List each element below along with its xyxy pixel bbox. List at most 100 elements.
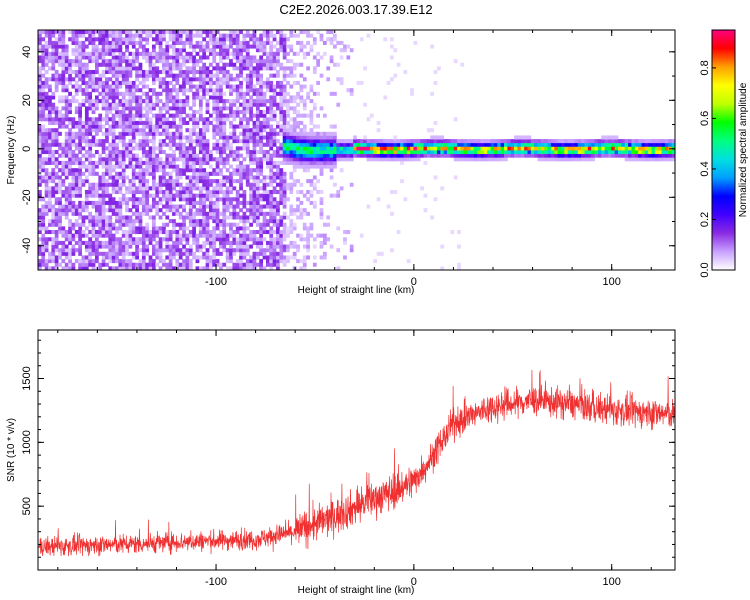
heatmap-cell xyxy=(188,211,193,216)
heatmap-cell xyxy=(51,150,56,155)
heatmap-cell xyxy=(396,157,401,162)
heatmap-cell xyxy=(601,146,605,151)
heatmap-cell xyxy=(262,255,267,260)
heatmap-cell xyxy=(373,157,378,162)
heatmap-cell xyxy=(607,139,612,144)
heatmap-cell xyxy=(229,259,233,264)
heatmap-cell xyxy=(175,40,180,45)
heatmap-cell xyxy=(64,230,69,235)
heatmap-cell xyxy=(64,200,69,205)
heatmap-cell xyxy=(265,175,270,180)
heatmap-cell xyxy=(202,215,207,220)
heatmap-cell xyxy=(202,226,207,231)
heatmap-cell xyxy=(135,240,139,245)
heatmap-cell xyxy=(242,135,247,140)
heatmap-cell xyxy=(473,139,478,144)
heatmap-cell xyxy=(245,219,250,224)
heatmap-cell xyxy=(483,153,488,158)
heatmap-cell xyxy=(252,230,257,235)
heatmap-cell xyxy=(336,248,341,253)
heatmap-cell xyxy=(356,150,361,155)
heatmap-cell xyxy=(192,197,196,202)
heatmap-cell xyxy=(259,128,264,133)
heatmap-cell xyxy=(145,51,150,56)
heatmap-cell xyxy=(219,153,223,158)
heatmap-cell xyxy=(229,244,233,249)
heatmap-cell xyxy=(162,113,166,118)
heatmap-cell xyxy=(205,215,210,220)
heatmap-cell xyxy=(289,190,294,195)
heatmap-cell xyxy=(272,150,277,155)
heatmap-cell xyxy=(433,135,438,140)
heatmap-cell xyxy=(162,182,166,187)
heatmap-cell xyxy=(259,259,264,264)
heatmap-cell xyxy=(125,124,129,129)
heatmap-cell xyxy=(319,190,324,195)
heatmap-cell xyxy=(571,157,575,162)
heatmap-cell xyxy=(165,179,170,184)
heatmap-cell xyxy=(235,48,240,53)
heatmap-cell xyxy=(205,230,210,235)
heatmap-cell xyxy=(544,157,548,162)
heatmap-cell xyxy=(145,95,150,100)
heatmap-cell xyxy=(215,120,220,125)
heatmap-cell xyxy=(121,266,126,270)
heatmap-cell xyxy=(68,240,72,245)
heatmap-cell xyxy=(222,135,227,140)
heatmap-cell xyxy=(38,135,42,140)
heatmap-cell xyxy=(547,153,552,158)
heatmap-cell xyxy=(182,62,186,67)
heatmap-cell xyxy=(44,40,49,45)
heatmap-cell xyxy=(651,139,656,144)
heatmap-cell xyxy=(239,73,243,78)
heatmap-cell xyxy=(51,248,56,253)
heatmap-cell xyxy=(58,160,62,165)
heatmap-cell xyxy=(376,153,381,158)
heatmap-cell xyxy=(41,135,46,140)
heatmap-cell xyxy=(108,171,113,176)
heatmap-cell xyxy=(470,150,475,155)
heatmap-cell xyxy=(208,262,213,267)
heatmap-cell xyxy=(322,150,327,155)
heatmap-cell xyxy=(581,142,585,147)
heatmap-cell xyxy=(447,153,451,158)
heatmap-cell xyxy=(279,95,284,100)
heatmap-cell xyxy=(205,73,210,78)
heatmap-cell xyxy=(111,222,116,227)
heatmap-cell xyxy=(272,219,277,224)
heatmap-cell xyxy=(165,128,170,133)
heatmap-cell xyxy=(276,230,280,235)
heatmap-cell xyxy=(44,139,49,144)
heatmap-cell xyxy=(138,30,143,35)
heatmap-cell xyxy=(64,48,69,53)
heatmap-cell xyxy=(353,153,357,158)
heatmap-cell xyxy=(185,55,190,60)
heatmap-cell xyxy=(178,70,183,75)
heatmap-cell xyxy=(208,40,213,45)
heatmap-cell xyxy=(309,113,314,118)
heatmap-cell xyxy=(172,135,176,140)
heatmap-cell xyxy=(111,51,116,56)
heatmap-cell xyxy=(497,157,502,162)
heatmap-cell xyxy=(48,160,52,165)
heatmap-cell xyxy=(235,248,240,253)
heatmap-cell xyxy=(349,48,354,53)
heatmap-cell xyxy=(121,262,126,267)
heatmap-cell xyxy=(178,142,183,147)
heatmap-cell xyxy=(135,211,139,216)
heatmap-cell xyxy=(195,248,200,253)
heatmap-cell xyxy=(165,55,170,60)
heatmap-cell xyxy=(158,179,163,184)
heatmap-cell xyxy=(477,139,481,144)
heatmap-cell xyxy=(68,37,72,42)
heatmap-cell xyxy=(185,259,190,264)
heatmap-cell xyxy=(51,139,56,144)
heatmap-cell xyxy=(406,142,411,147)
heatmap-cell xyxy=(111,139,116,144)
heatmap-cell xyxy=(497,142,502,147)
heatmap-cell xyxy=(138,248,143,253)
heatmap-cell xyxy=(168,106,173,111)
heatmap-cell xyxy=(309,222,314,227)
heatmap-cell xyxy=(309,179,314,184)
heatmap-cell xyxy=(138,70,143,75)
